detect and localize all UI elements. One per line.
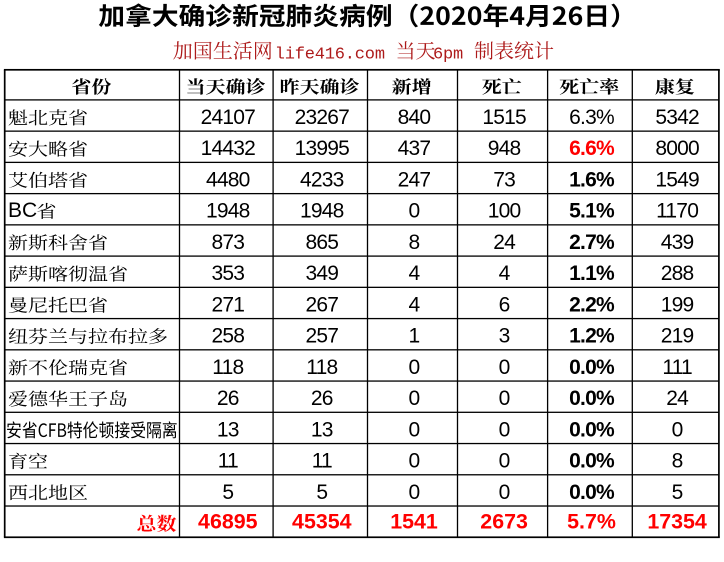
svg-text:0: 0 [499, 450, 510, 473]
svg-text:1.1%: 1.1% [569, 262, 615, 285]
svg-text:1948: 1948 [300, 200, 344, 223]
svg-text:1515: 1515 [482, 106, 526, 129]
svg-text:840: 840 [398, 106, 431, 129]
svg-text:13: 13 [217, 418, 239, 441]
svg-text:23267: 23267 [295, 106, 350, 129]
svg-text:0.0%: 0.0% [569, 418, 615, 441]
svg-text:11: 11 [312, 450, 332, 473]
svg-text:439: 439 [661, 231, 694, 254]
svg-text:26: 26 [217, 387, 239, 410]
svg-text:349: 349 [305, 262, 338, 285]
svg-text:100: 100 [488, 200, 521, 223]
svg-text:6pm: 6pm [433, 45, 463, 64]
svg-text:0: 0 [409, 356, 420, 379]
svg-text:247: 247 [398, 168, 431, 191]
svg-text:1948: 1948 [206, 200, 250, 223]
svg-text:4: 4 [409, 293, 421, 316]
svg-text:3: 3 [499, 325, 510, 348]
svg-text:24107: 24107 [201, 106, 256, 129]
svg-text:5: 5 [222, 481, 233, 504]
svg-text:0: 0 [409, 200, 420, 223]
svg-text:14432: 14432 [201, 137, 256, 160]
svg-text:5: 5 [672, 481, 683, 504]
svg-text:0.0%: 0.0% [569, 356, 615, 379]
svg-text:5: 5 [316, 481, 327, 504]
svg-text:1549: 1549 [655, 168, 699, 191]
svg-text:46895: 46895 [198, 510, 258, 534]
svg-text:219: 219 [661, 325, 694, 348]
svg-text:271: 271 [211, 293, 244, 316]
svg-text:1541: 1541 [390, 510, 438, 534]
svg-text:0: 0 [409, 450, 420, 473]
svg-text:4233: 4233 [300, 168, 344, 191]
svg-text:8: 8 [409, 231, 420, 254]
svg-text:1.6%: 1.6% [569, 168, 615, 191]
svg-text:118: 118 [212, 356, 243, 379]
svg-text:2673: 2673 [480, 510, 528, 534]
svg-text:865: 865 [305, 231, 338, 254]
svg-text:17354: 17354 [647, 510, 707, 534]
svg-text:BC: BC [8, 199, 37, 222]
svg-text:199: 199 [661, 293, 694, 316]
svg-text:life416.com: life416.com [275, 45, 385, 64]
svg-text:257: 257 [305, 325, 338, 348]
svg-text:873: 873 [211, 231, 244, 254]
svg-text:288: 288 [661, 262, 694, 285]
svg-text:0.0%: 0.0% [569, 450, 615, 473]
svg-text:4: 4 [499, 262, 511, 285]
svg-text:0: 0 [409, 387, 420, 410]
svg-text:5.7%: 5.7% [567, 510, 616, 534]
svg-text:258: 258 [211, 325, 244, 348]
svg-text:5342: 5342 [655, 106, 699, 129]
svg-text:0: 0 [499, 387, 510, 410]
svg-text:0.0%: 0.0% [569, 387, 615, 410]
svg-text:1: 1 [409, 325, 420, 348]
svg-text:4: 4 [409, 262, 421, 285]
svg-text:948: 948 [488, 137, 521, 160]
svg-text:6.6%: 6.6% [569, 137, 615, 160]
svg-text:26: 26 [311, 387, 333, 410]
svg-text:8000: 8000 [655, 137, 699, 160]
svg-text:0: 0 [409, 481, 420, 504]
svg-text:6: 6 [499, 293, 510, 316]
svg-text:0: 0 [672, 418, 683, 441]
svg-text:2.7%: 2.7% [569, 231, 615, 254]
svg-text:13995: 13995 [295, 137, 350, 160]
svg-text:6.3%: 6.3% [569, 106, 614, 129]
svg-text:1.2%: 1.2% [569, 325, 615, 348]
svg-text:437: 437 [398, 137, 431, 160]
svg-text:11: 11 [218, 450, 238, 473]
svg-text:45354: 45354 [292, 510, 352, 534]
svg-text:267: 267 [305, 293, 338, 316]
svg-text:4480: 4480 [206, 168, 250, 191]
svg-text:0: 0 [409, 418, 420, 441]
svg-text:0: 0 [499, 481, 510, 504]
svg-text:73: 73 [493, 168, 515, 191]
svg-text:24: 24 [666, 387, 689, 410]
svg-text:353: 353 [211, 262, 244, 285]
svg-text:111: 111 [662, 356, 692, 379]
svg-text:0: 0 [499, 356, 510, 379]
svg-text:13: 13 [311, 418, 333, 441]
svg-text:8: 8 [672, 450, 683, 473]
svg-text:118: 118 [306, 356, 337, 379]
svg-text:5.1%: 5.1% [569, 200, 615, 223]
svg-text:24: 24 [493, 231, 516, 254]
svg-text:2.2%: 2.2% [569, 293, 615, 316]
svg-text:0.0%: 0.0% [569, 481, 615, 504]
svg-text:0: 0 [499, 418, 510, 441]
svg-text:1170: 1170 [656, 200, 698, 223]
